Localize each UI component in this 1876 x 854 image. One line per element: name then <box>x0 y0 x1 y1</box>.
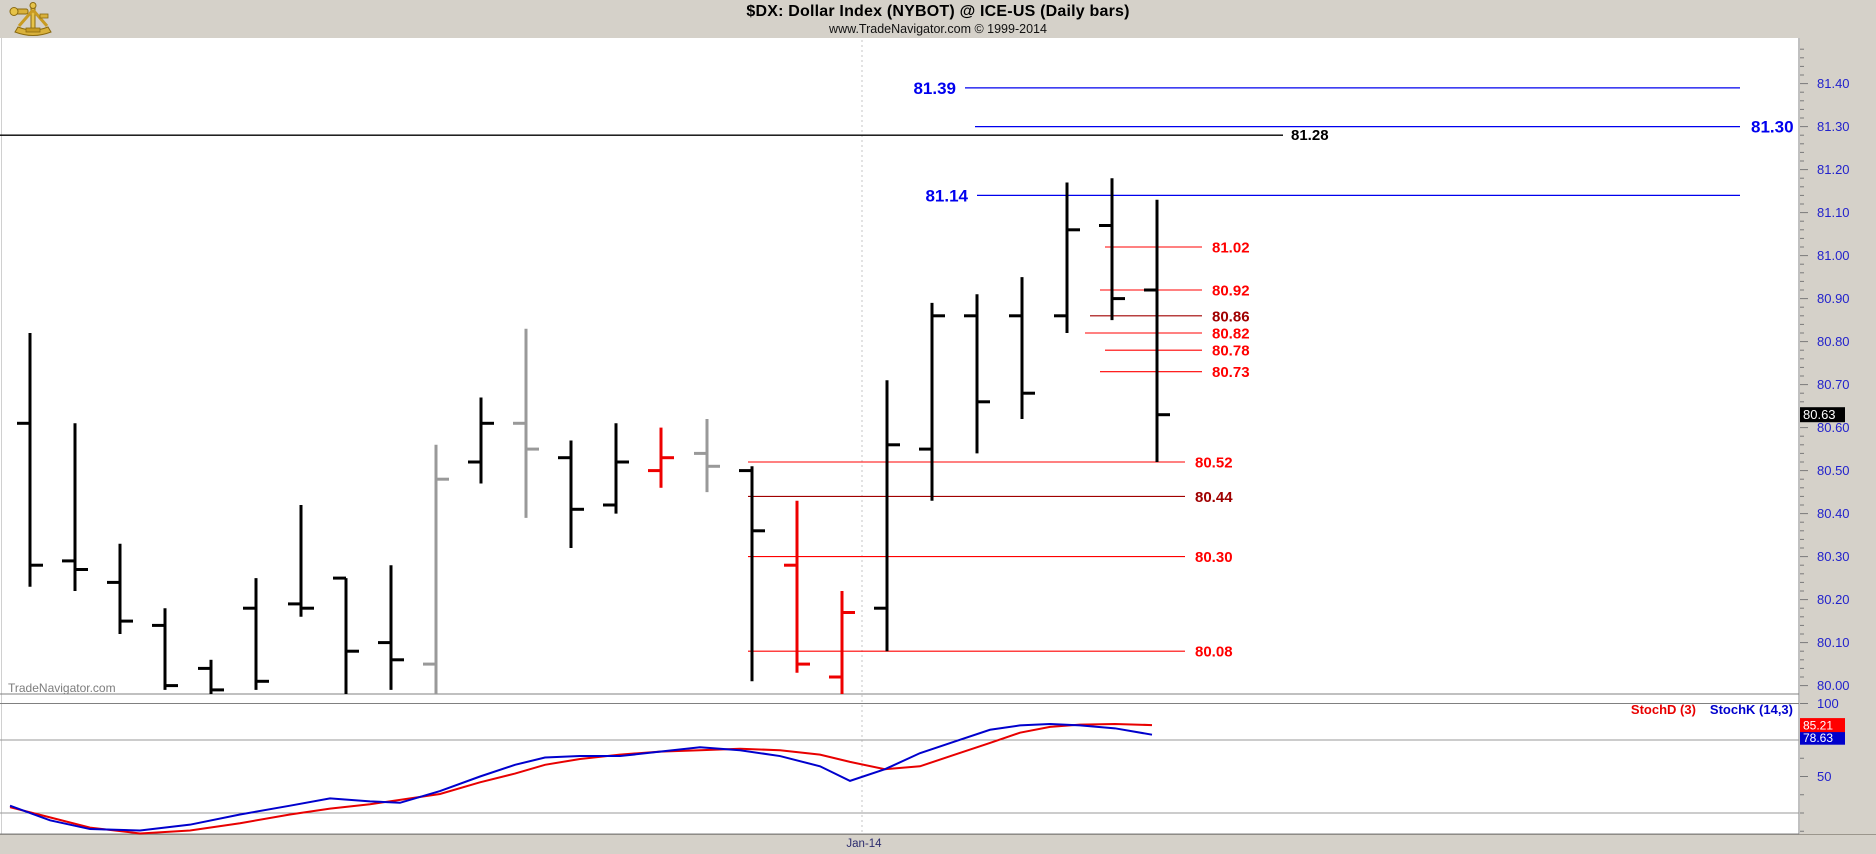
stoch-axis-tick-label: 50 <box>1817 769 1831 784</box>
stochd-value-badge-text: 85.21 <box>1803 719 1833 733</box>
price-axis-tick-label: 80.60 <box>1817 420 1850 435</box>
price-axis-tick-label: 81.30 <box>1817 119 1850 134</box>
stochk-value-badge <box>1800 730 1845 745</box>
plot-background <box>0 38 1876 854</box>
ohlc-bar <box>694 419 720 493</box>
price-axis-strip <box>1800 38 1876 854</box>
ohlc-bar <box>829 591 855 694</box>
chart-header: $DX: Dollar Index (NYBOT) @ ICE-US (Dail… <box>0 0 1876 39</box>
ohlc-bar <box>243 578 269 690</box>
price-axis-tick-label: 80.00 <box>1817 678 1850 693</box>
ohlc-bar <box>1009 277 1035 419</box>
ohlc-bar <box>62 423 88 591</box>
ohlc-bar <box>107 543 133 634</box>
price-axis-tick-label: 81.10 <box>1817 205 1850 220</box>
stochk-value-badge-text: 78.63 <box>1803 731 1833 745</box>
resistance-level-label: 81.14 <box>925 186 968 205</box>
price-axis-tick-label: 80.30 <box>1817 549 1850 564</box>
pivot-level-label: 81.28 <box>1291 127 1329 144</box>
ohlc-bar <box>1054 182 1080 333</box>
support-level-label: 80.44 <box>1195 489 1233 506</box>
ohlc-bar <box>423 444 449 694</box>
ohlc-bar <box>739 466 765 682</box>
support-level-label: 81.02 <box>1212 240 1250 257</box>
ohlc-bar <box>468 397 494 484</box>
price-axis-tick-label: 80.90 <box>1817 291 1850 306</box>
stochd-legend-label: StochD (3) <box>1630 702 1696 717</box>
support-level-label: 80.73 <box>1212 364 1250 381</box>
stochd-value-badge <box>1800 718 1845 733</box>
price-axis-tick-label: 80.20 <box>1817 592 1850 607</box>
ohlc-bars <box>17 178 1170 694</box>
ohlc-bar <box>874 380 900 652</box>
price-axis-tick-label: 81.00 <box>1817 248 1850 263</box>
support-level-label: 80.52 <box>1195 455 1233 472</box>
support-level-label: 80.08 <box>1195 644 1233 661</box>
support-level-label: 80.86 <box>1212 308 1250 325</box>
stochd-line <box>9 722 1153 835</box>
ohlc-bar <box>378 565 404 690</box>
date-axis-strip <box>0 835 1876 854</box>
chart-subtitle: www.TradeNavigator.com © 1999-2014 <box>829 22 1047 36</box>
ohlc-bar <box>648 427 674 488</box>
support-level-label: 80.82 <box>1212 326 1250 343</box>
ohlc-bar <box>964 294 990 454</box>
ohlc-bar <box>17 333 43 587</box>
ohlc-bar <box>603 423 629 514</box>
resistance-level-label: 81.30 <box>1751 118 1794 137</box>
ohlc-bar <box>784 500 810 673</box>
ohlc-bar <box>558 440 584 548</box>
price-axis-tick-label: 81.40 <box>1817 76 1850 91</box>
price-axis-tick-label: 80.70 <box>1817 377 1850 392</box>
price-axis-tick-label: 80.80 <box>1817 334 1850 349</box>
chart-canvas[interactable]: 81.39 81.30 81.14 81.28 81.02 80.92 80.8680.82… <box>0 38 1876 854</box>
stochk-line <box>9 722 1153 832</box>
current-price-badge-value: 80.63 <box>1803 407 1836 422</box>
price-axis-tick-label: 80.50 <box>1817 463 1850 478</box>
stochk-legend-label: StochK (14,3) <box>1709 702 1793 717</box>
ohlc-bar <box>333 576 359 694</box>
ohlc-bar <box>1099 178 1125 321</box>
x-axis-date-label: Jan-14 <box>846 838 882 850</box>
ohlc-bar <box>919 302 945 501</box>
price-axis-tick-label: 80.10 <box>1817 635 1850 650</box>
chart-title: $DX: Dollar Index (NYBOT) @ ICE-US (Dail… <box>746 3 1130 20</box>
tradenavigator-logo-icon <box>9 2 52 36</box>
stochastic-legend: StochD (3) StochK (14,3) <box>1631 702 1793 717</box>
resistance-level-label: 81.39 <box>913 79 956 98</box>
support-level-label: 80.30 <box>1195 549 1233 566</box>
price-axis-tick-label: 80.40 <box>1817 506 1850 521</box>
ohlc-bar <box>152 608 178 690</box>
current-price-badge <box>1800 407 1845 423</box>
ohlc-bar <box>288 505 314 617</box>
ohlc-bar <box>513 328 539 518</box>
support-level-label: 80.78 <box>1212 343 1250 360</box>
support-level-label: 80.92 <box>1212 283 1250 300</box>
stoch-axis-tick-label: 100 <box>1817 696 1839 711</box>
ohlc-bar <box>198 659 224 694</box>
price-axis-tick-label: 81.20 <box>1817 162 1850 177</box>
watermark: TradeNavigator.com <box>8 681 116 695</box>
ohlc-bar <box>1144 199 1170 462</box>
